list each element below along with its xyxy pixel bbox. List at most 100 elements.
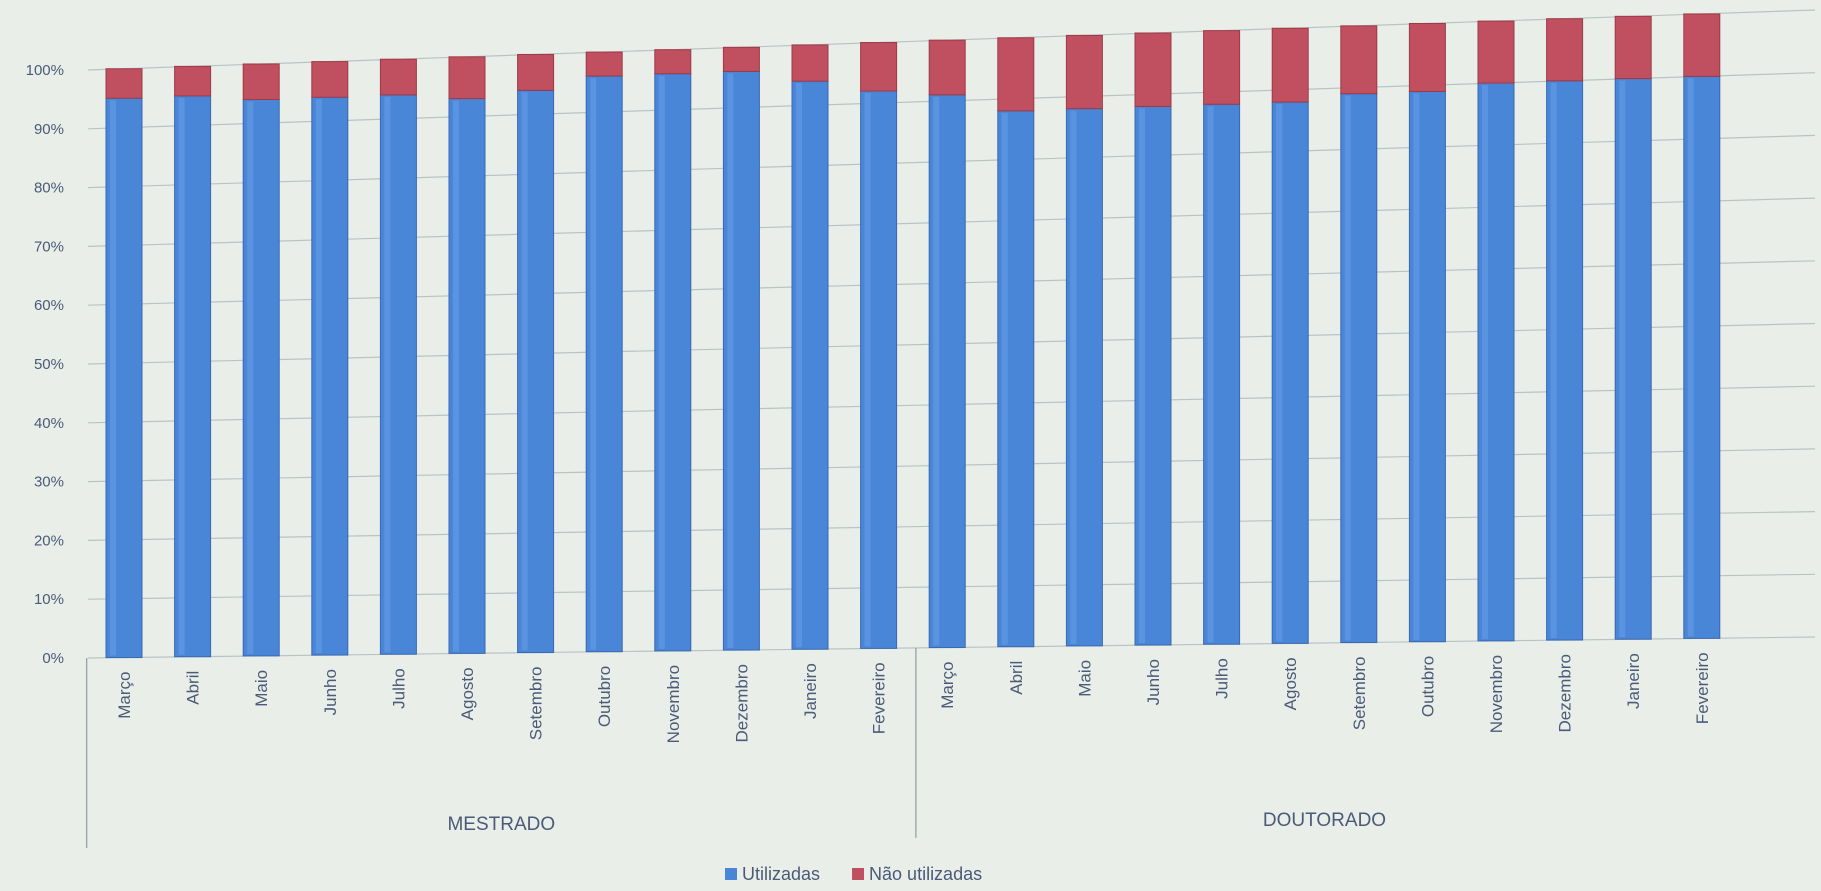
bar-segment-nao-utilizadas <box>379 58 417 96</box>
bar-segment-utilizadas <box>860 90 898 649</box>
bar-highlight <box>590 78 597 650</box>
bar-highlight <box>1344 95 1351 641</box>
bar-segment-utilizadas <box>654 73 692 652</box>
bar-highlight <box>1001 112 1008 645</box>
bar-highlight <box>1482 85 1488 639</box>
bar-segment-utilizadas <box>105 97 143 659</box>
bar-highlight <box>1619 80 1626 638</box>
x-category-label: Janeiro <box>801 663 820 719</box>
y-axis-ticks: 0% 10% 20% 30% 40% 50% 60% 70% 80% 90% 100% <box>26 62 64 667</box>
x-category-label: Abril <box>1007 661 1026 695</box>
bar-highlight <box>521 92 528 651</box>
y-tick-label: 70% <box>34 238 64 255</box>
bar-segment-nao-utilizadas <box>1477 20 1515 84</box>
bar-segment-nao-utilizadas <box>311 61 349 98</box>
bar-segment-nao-utilizadas <box>1614 15 1652 80</box>
bar-segment-nao-utilizadas <box>1683 13 1721 77</box>
bar-segment-nao-utilizadas <box>1134 32 1172 107</box>
bar-segment-utilizadas <box>1408 90 1446 643</box>
bar-segment-nao-utilizadas <box>654 49 692 75</box>
y-tick-label: 40% <box>34 415 64 432</box>
bar-segment-nao-utilizadas <box>105 68 143 99</box>
bar-segment-utilizadas <box>311 96 349 656</box>
x-category-label: Março <box>938 662 957 709</box>
bar-segment-utilizadas <box>791 80 829 650</box>
x-category-label: Agosto <box>458 667 477 720</box>
bar-segment-utilizadas <box>379 94 417 655</box>
bar-highlight <box>864 93 871 647</box>
x-category-label: Outubro <box>1418 656 1437 717</box>
bar-segment-nao-utilizadas <box>928 39 966 96</box>
legend: Utilizadas Não utilizadas <box>725 864 982 884</box>
bar-segment-utilizadas <box>1614 78 1652 640</box>
x-category-label: Setembro <box>1350 657 1369 731</box>
bar-segment-nao-utilizadas <box>448 56 486 100</box>
x-axis-groups: MESTRADO DOUTORADO <box>86 647 1386 849</box>
x-category-label: Novembro <box>1487 655 1506 733</box>
x-category-label: Julho <box>1213 658 1232 699</box>
x-category-label: Fevereiro <box>870 662 889 734</box>
x-category-label: Agosto <box>1281 657 1300 710</box>
bar-highlight <box>384 96 391 653</box>
legend-entry: Utilizadas <box>742 864 820 884</box>
bar-segment-nao-utilizadas <box>1271 27 1309 103</box>
y-tick-label: 90% <box>34 121 64 138</box>
bar-segment-nao-utilizadas <box>1546 18 1584 82</box>
bar-highlight <box>315 99 322 654</box>
bar-segment-nao-utilizadas <box>860 42 898 92</box>
group-label: DOUTORADO <box>1263 810 1386 831</box>
group-label: MESTRADO <box>447 814 555 835</box>
x-axis-categories: Março Abril Maio Junho Julho Agosto Setembro Ou… <box>115 652 1712 743</box>
x-category-label: Maio <box>252 670 271 707</box>
x-category-label: Março <box>115 672 134 719</box>
bar-highlight <box>178 97 185 655</box>
x-category-label: Maio <box>1075 660 1094 697</box>
bar-segment-nao-utilizadas <box>1203 30 1241 105</box>
bar-segment-utilizadas <box>1134 105 1172 646</box>
bar-segment-utilizadas <box>1546 80 1584 641</box>
y-tick-label: 50% <box>34 356 64 373</box>
legend-swatch <box>852 868 865 880</box>
bar-highlight <box>247 101 254 654</box>
bar-segment-nao-utilizadas <box>1408 22 1446 92</box>
bar-segment-utilizadas <box>928 94 966 649</box>
bar-segment-utilizadas <box>242 98 280 657</box>
legend-entry: Não utilizadas <box>869 864 982 884</box>
bar-highlight <box>796 83 802 648</box>
x-category-label: Dezembro <box>732 664 751 742</box>
y-tick-label: 0% <box>42 650 64 667</box>
x-category-label: Dezembro <box>1556 654 1575 732</box>
bar-segment-nao-utilizadas <box>585 51 623 77</box>
bar-segment-utilizadas <box>1065 108 1103 647</box>
bar-highlight <box>1550 82 1557 639</box>
x-category-label: Outubro <box>595 666 614 727</box>
x-category-label: Novembro <box>664 665 683 743</box>
bar-segment-utilizadas <box>1340 93 1378 644</box>
bar-segment-utilizadas <box>585 75 623 653</box>
bar-highlight <box>727 73 734 649</box>
bar-highlight <box>1070 110 1077 644</box>
bar-highlight <box>1687 78 1694 637</box>
bar-segment-nao-utilizadas <box>242 63 280 100</box>
x-category-label: Junho <box>1144 659 1163 705</box>
y-tick-label: 60% <box>34 297 64 314</box>
y-tick-label: 80% <box>34 180 64 197</box>
bar-highlight <box>1207 106 1214 643</box>
x-category-label: Janeiro <box>1624 653 1643 709</box>
bar-segment-nao-utilizadas <box>791 44 829 82</box>
bar-highlight <box>1413 93 1420 640</box>
y-tick-label: 100% <box>26 62 64 79</box>
bar-segment-nao-utilizadas <box>1065 34 1103 110</box>
bars <box>105 13 1721 659</box>
bar-segment-utilizadas <box>174 95 212 658</box>
y-tick-label: 20% <box>34 532 64 549</box>
y-tick-label: 30% <box>34 474 64 491</box>
bar-segment-utilizadas <box>1683 75 1721 639</box>
bar-highlight <box>453 100 459 652</box>
bar-segment-nao-utilizadas <box>722 46 760 72</box>
x-category-label: Julho <box>389 668 408 709</box>
bar-segment-nao-utilizadas <box>1340 25 1378 95</box>
bar-highlight <box>1139 108 1145 644</box>
bar-highlight <box>110 100 116 656</box>
